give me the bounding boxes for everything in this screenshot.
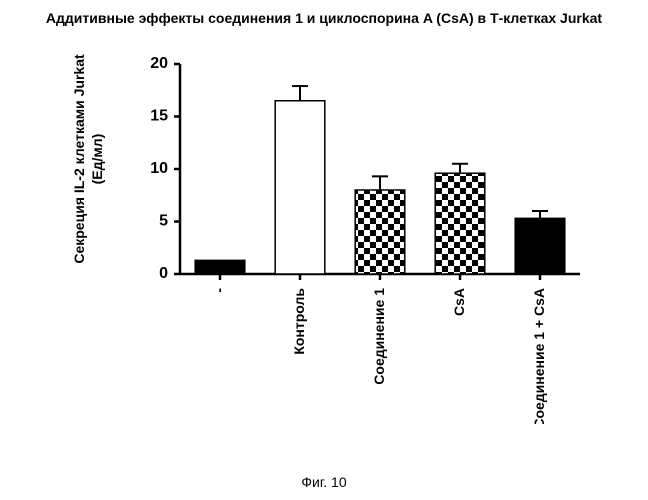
chart-svg: 0 5 10 15 20 Секреция IL-2 клетками Jurkat(Ед… <box>40 44 608 424</box>
bar <box>275 101 325 274</box>
y-tick-label: 10 <box>150 160 168 177</box>
y-tick-label: 5 <box>159 213 168 230</box>
x-tick-label: CsA <box>451 288 467 316</box>
bar <box>515 218 565 274</box>
x-tick-label: Соединение 1 + CsA <box>531 288 547 424</box>
x-tick-label: - <box>211 288 227 293</box>
y-tick-label: 0 <box>159 265 168 282</box>
y-tick-label: 20 <box>150 55 168 72</box>
bar-chart: 0 5 10 15 20 Секреция IL-2 клетками Jurkat(Ед… <box>40 44 608 424</box>
y-axis-label-line2: (Ед/мл) <box>89 134 105 185</box>
bar <box>355 190 405 274</box>
y-axis-label-line1: Секреция IL-2 клетками Jurkat <box>71 54 87 264</box>
figure-caption: Фиг. 10 <box>0 474 648 490</box>
bar <box>195 260 245 274</box>
x-tick-label: Контроль <box>291 288 307 355</box>
page: { "figure": { "title": "Аддитивные эффек… <box>0 0 648 500</box>
y-tick-label: 15 <box>150 108 168 125</box>
x-tick-label: Соединение 1 <box>371 288 387 385</box>
chart-title: Аддитивные эффекты соединения 1 и циклос… <box>0 10 648 26</box>
bar <box>435 173 485 274</box>
